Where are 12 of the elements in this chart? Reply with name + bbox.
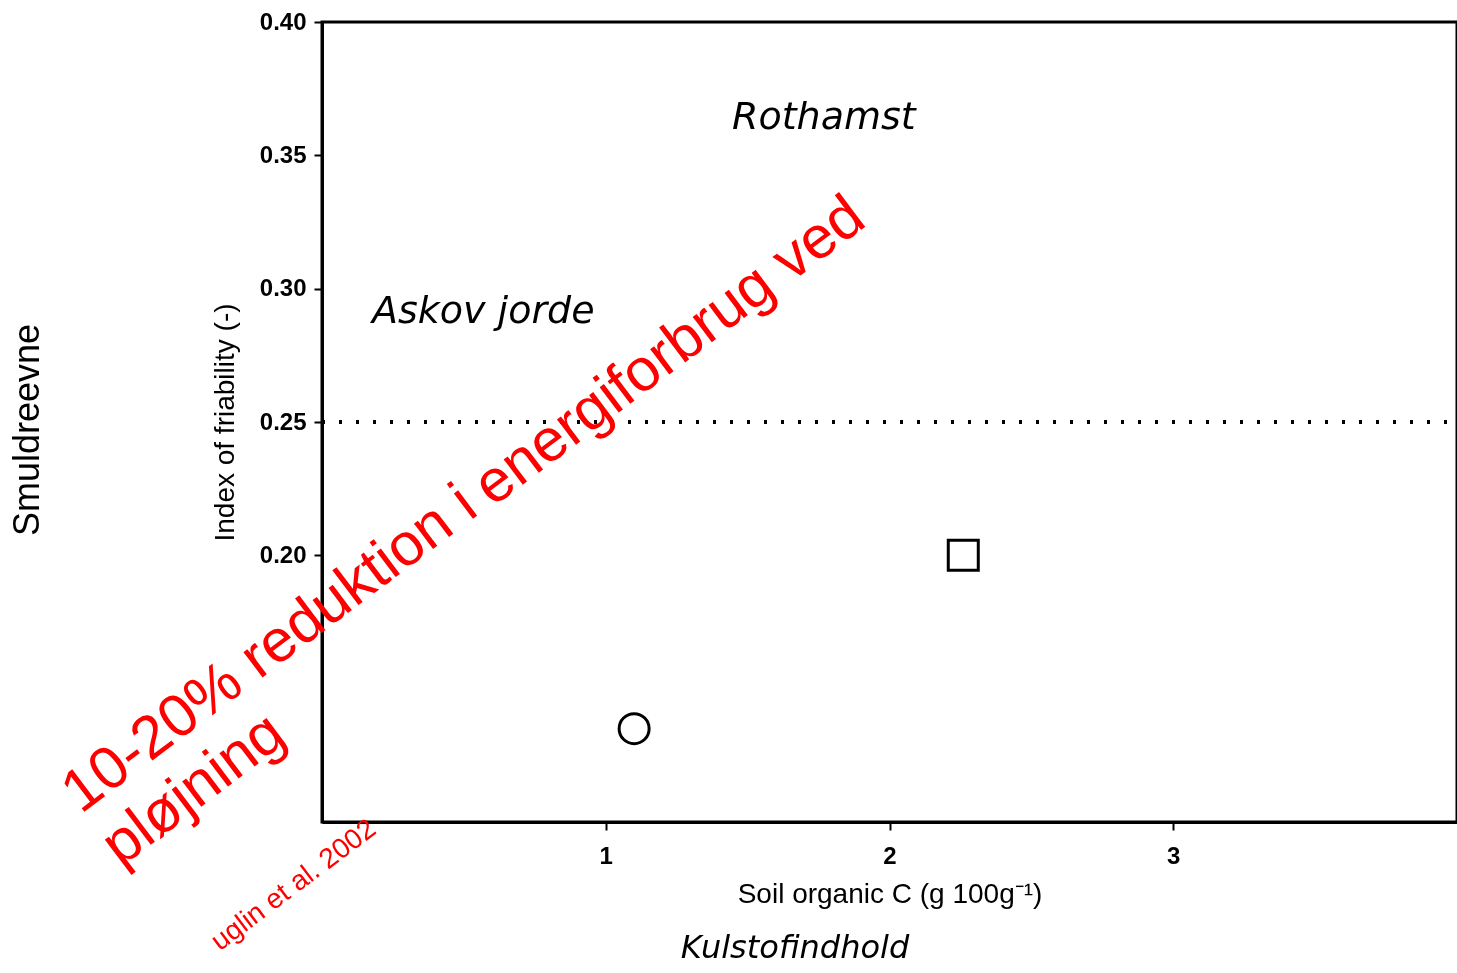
text: Kulstofindhold [680,928,910,966]
y-tick-label: 0.40 [259,7,307,35]
x-tick-label: 2 [883,841,897,869]
text: Smuldreevne [6,323,47,537]
x-tick-label: 3 [1167,841,1181,869]
x-tick-label: 1 [599,841,613,869]
y-tick-label: 0.35 [259,140,307,168]
x-axis-title: Soil organic C (g 100g⁻¹) [737,877,1043,909]
y-axis-title: Index of friability (-) [208,303,240,542]
y-tick-label: 0.25 [259,407,307,435]
annotation: Rothamst [732,94,918,138]
y-tick-label: 0.30 [259,274,307,302]
